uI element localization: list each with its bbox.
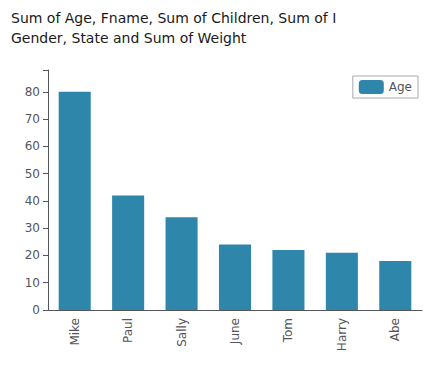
- svg-text:30: 30: [25, 221, 40, 235]
- svg-text:40: 40: [25, 194, 40, 208]
- svg-text:Harry: Harry: [335, 318, 349, 351]
- svg-text:70: 70: [25, 112, 40, 126]
- svg-text:60: 60: [25, 139, 40, 153]
- svg-text:Sally: Sally: [175, 318, 189, 347]
- svg-text:Paul: Paul: [121, 318, 135, 343]
- svg-text:Mike: Mike: [68, 318, 82, 346]
- svg-text:Sum of Age, Fname, Sum of Chil: Sum of Age, Fname, Sum of Children, Sum …: [11, 10, 336, 26]
- svg-text:80: 80: [25, 85, 40, 99]
- svg-text:Tom: Tom: [281, 318, 295, 343]
- svg-text:50: 50: [25, 167, 40, 181]
- svg-text:Abe: Abe: [388, 318, 402, 341]
- svg-text:20: 20: [25, 248, 40, 262]
- svg-text:Gender, State and Sum of Weigh: Gender, State and Sum of Weight: [11, 30, 247, 46]
- svg-text:10: 10: [25, 276, 40, 290]
- svg-text:June: June: [228, 318, 242, 345]
- svg-text:0: 0: [32, 303, 40, 317]
- svg-text:Age: Age: [389, 80, 412, 94]
